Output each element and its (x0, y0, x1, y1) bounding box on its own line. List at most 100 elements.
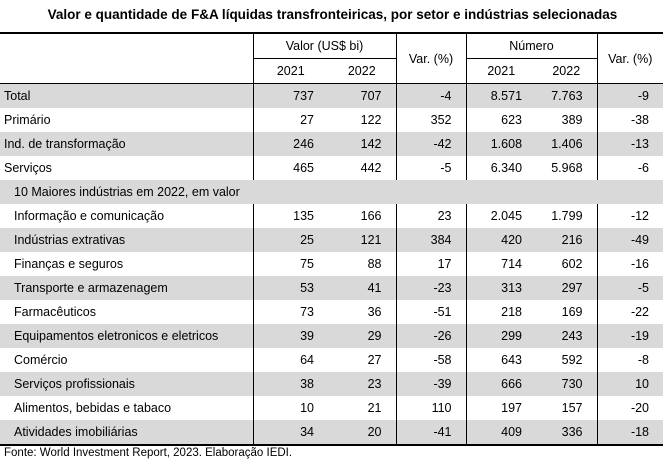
header-valor: Valor (US$ bi) (252, 32, 397, 59)
table-row: Transporte e armazenagem 53 41 -23 313 2… (0, 276, 664, 300)
row-label: Comércio (14, 353, 68, 367)
cell-valor-2021: 75 (252, 252, 328, 276)
header-2021: 2021 (252, 58, 328, 84)
row-label: Total (0, 83, 253, 108)
cell-numero-2021: 623 (465, 108, 537, 132)
cell-numero-2021: 299 (465, 324, 537, 348)
header-var2: Var. (%) (596, 32, 664, 84)
table-row: Indústrias extrativas 25 121 384 420 216… (0, 228, 664, 252)
cell-numero-2021: 714 (465, 252, 537, 276)
cell-valor-2021: 465 (252, 156, 328, 180)
cell-valor-2022: 442 (360, 161, 382, 175)
cell-numero-2022: 730 (536, 372, 598, 396)
cell-valor-2022: 121 (328, 228, 397, 252)
cell-valor-2022: 166 (360, 209, 382, 223)
cell-numero-2022: 169 (561, 305, 583, 319)
header-var: Var. (%) (395, 32, 467, 84)
cell-valor-2021: 34 (252, 420, 328, 446)
table-row: Serviços profissionais 38 23 -39 666 730… (0, 372, 664, 396)
cell-var: 17 (395, 252, 467, 276)
cell-nvar: -13 (596, 132, 664, 156)
table-row: Informação e comunicação 135 166 23 2.04… (0, 204, 664, 228)
cell-numero-2021: 666 (465, 372, 537, 396)
cell-var: -51 (395, 300, 467, 324)
header-2021-n: 2021 (465, 58, 537, 84)
cell-numero-2021: 8.571 (465, 83, 537, 108)
cell-valor-2022: 36 (367, 305, 382, 319)
cell-numero-2022: 336 (536, 420, 598, 446)
row-label: Ind. de transformação (0, 132, 253, 156)
cell-nvar: -9 (596, 83, 664, 108)
cell-valor-2021: 38 (252, 372, 328, 396)
cell-numero-2022: 389 (561, 113, 583, 127)
table-row: Primário 27 122 352 623 389 -38 (0, 108, 664, 132)
cell-var: -41 (395, 420, 467, 446)
table-row: Atividades imobiliárias 34 20 -41 409 33… (0, 420, 664, 446)
cell-var: -4 (395, 83, 467, 108)
row-label: Farmacêuticos (14, 305, 96, 319)
cell-nvar: -19 (596, 324, 664, 348)
cell-valor-2021: 246 (252, 132, 328, 156)
cell-valor-2022: 122 (360, 113, 382, 127)
cell-numero-2021: 6.340 (465, 156, 537, 180)
header-blank (0, 32, 253, 59)
cell-valor-2021: 135 (252, 204, 328, 228)
cell-numero-2022: 7.763 (536, 83, 598, 108)
row-label: Serviços profissionais (0, 372, 253, 396)
cell-nvar: -12 (596, 204, 664, 228)
cell-numero-2021: 2.045 (465, 204, 537, 228)
table-row: Finanças e seguros 75 88 17 714 602 -16 (0, 252, 664, 276)
cell-nvar: -20 (596, 396, 664, 420)
cell-numero-2022: 297 (536, 276, 598, 300)
cell-valor-2022: 88 (367, 257, 382, 271)
header-numero: Número (465, 32, 598, 59)
cell-valor-2022: 707 (328, 83, 397, 108)
cell-nvar: -16 (596, 252, 664, 276)
cell-var: -23 (395, 276, 467, 300)
cell-valor-2021: 53 (252, 276, 328, 300)
cell-var: 384 (395, 228, 467, 252)
cell-numero-2022: 216 (536, 228, 598, 252)
cell-var: -42 (395, 132, 467, 156)
cell-nvar: -18 (596, 420, 664, 446)
table-row: Total 737 707 -4 8.571 7.763 -9 (0, 83, 664, 108)
header-2022-n: 2022 (552, 64, 581, 78)
cell-valor-2022: 21 (367, 401, 382, 415)
cell-nvar: -5 (596, 276, 664, 300)
cell-var: -39 (395, 372, 467, 396)
table-row: Ind. de transformação 246 142 -42 1.608 … (0, 132, 664, 156)
table-row: Equipamentos eletronicos e eletricos 39 … (0, 324, 664, 348)
cell-var: -5 (395, 156, 467, 180)
cell-valor-2021: 25 (252, 228, 328, 252)
cell-nvar: -6 (596, 156, 664, 180)
cell-valor-2021: 64 (252, 348, 328, 372)
cell-numero-2021: 409 (465, 420, 537, 446)
cell-valor-2021: 73 (252, 300, 328, 324)
cell-var: 110 (395, 396, 467, 420)
cell-numero-2022: 592 (561, 353, 583, 367)
data-table: Valor (US$ bi) Var. (%) Número Var. (%) … (0, 32, 664, 446)
cell-numero-2022: 243 (536, 324, 598, 348)
row-label: Atividades imobiliárias (0, 420, 253, 446)
section-title: 10 Maiores indústrias em 2022, em valor (0, 180, 664, 204)
cell-numero-2022: 1.406 (536, 132, 598, 156)
row-label: Primário (4, 113, 51, 127)
cell-valor-2022: 20 (328, 420, 397, 446)
table-row: Farmacêuticos 73 36 -51 218 169 -22 (0, 300, 664, 324)
row-label: Alimentos, bebidas e tabaco (14, 401, 172, 415)
cell-nvar: -8 (596, 348, 664, 372)
cell-valor-2021: 39 (252, 324, 328, 348)
header-blank-2 (0, 59, 253, 84)
row-label: Serviços (4, 161, 52, 175)
source-note: Fonte: World Investment Report, 2023. El… (4, 447, 293, 459)
cell-valor-2021: 737 (252, 83, 328, 108)
cell-var: -58 (395, 348, 467, 372)
cell-nvar: -49 (596, 228, 664, 252)
table-title: Valor e quantidade de F&A líquidas trans… (47, 7, 618, 22)
cell-valor-2022: 142 (328, 132, 397, 156)
cell-numero-2021: 218 (465, 300, 537, 324)
cell-numero-2021: 1.608 (465, 132, 537, 156)
table-row: Serviços 465 442 -5 6.340 5.968 -6 (0, 156, 664, 180)
cell-numero-2021: 197 (465, 396, 537, 420)
cell-numero-2021: 420 (465, 228, 537, 252)
